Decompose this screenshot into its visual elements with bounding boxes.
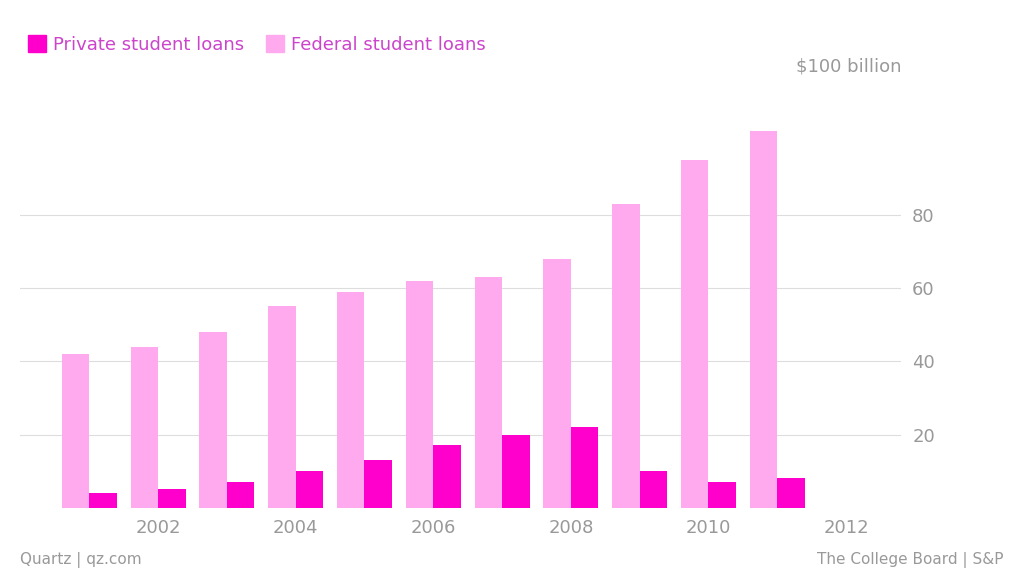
- Bar: [130, 347, 158, 508]
- Bar: [227, 482, 254, 508]
- Bar: [268, 306, 296, 508]
- Bar: [61, 354, 89, 508]
- Text: Quartz | qz.com: Quartz | qz.com: [20, 552, 142, 568]
- Bar: [640, 471, 668, 508]
- Bar: [709, 482, 736, 508]
- Bar: [406, 280, 433, 508]
- Legend: Private student loans, Federal student loans: Private student loans, Federal student l…: [20, 28, 494, 61]
- Bar: [89, 493, 117, 508]
- Text: $100 billion: $100 billion: [796, 58, 901, 76]
- Text: The College Board | S&P: The College Board | S&P: [817, 552, 1004, 568]
- Bar: [750, 130, 777, 508]
- Bar: [433, 445, 461, 508]
- Bar: [474, 277, 502, 508]
- Bar: [777, 478, 805, 508]
- Bar: [502, 434, 529, 508]
- Bar: [158, 489, 185, 508]
- Bar: [544, 258, 570, 508]
- Bar: [612, 204, 640, 508]
- Bar: [296, 471, 324, 508]
- Bar: [571, 427, 598, 508]
- Bar: [337, 291, 365, 508]
- Bar: [200, 332, 227, 508]
- Bar: [681, 160, 709, 508]
- Bar: [365, 460, 392, 508]
